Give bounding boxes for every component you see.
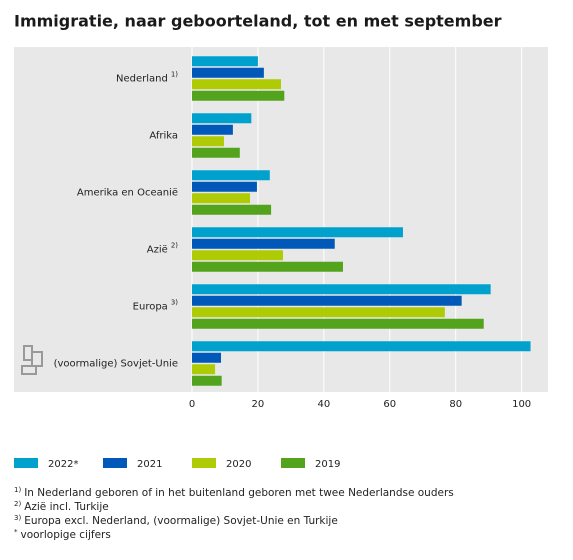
footnote-mark: 2) [14, 500, 21, 508]
legend-label: 2020 [226, 459, 251, 470]
legend-label: 2022* [48, 459, 78, 470]
footnote-text: voorlopige cijfers [21, 529, 111, 541]
bar [192, 113, 252, 124]
bar [192, 90, 285, 101]
bar [192, 170, 270, 181]
bar [192, 375, 222, 386]
x-tick-label: 40 [317, 399, 330, 410]
category: Amerika en Oceanië [77, 188, 178, 199]
category: Nederland [116, 74, 168, 85]
category: (voormalige) Sovjet-Unie [54, 359, 178, 370]
bar [192, 250, 283, 261]
x-tick-label: 0 [189, 399, 195, 410]
footnote: 1) In Nederland geboren of in het buitenl… [14, 486, 454, 499]
y-tick-label: Nederland 1) [116, 71, 178, 85]
footnote-text: In Nederland geboren of in het buitenlan… [24, 487, 454, 499]
bar [192, 147, 240, 158]
bar [192, 193, 251, 204]
footnote-mark: 3) [14, 514, 21, 522]
legend-swatch [281, 458, 305, 468]
bar [192, 204, 272, 215]
category: Azië [147, 245, 168, 256]
bar [192, 227, 403, 238]
footnote-mark: 1) [14, 486, 21, 494]
y-tick-label: Amerika en Oceanië [77, 188, 178, 199]
legend-swatch [14, 458, 38, 468]
footnote-text: Europa excl. Nederland, (voormalige) Sov… [24, 515, 338, 527]
legend-swatch [103, 458, 127, 468]
note-mark: 2) [171, 242, 178, 250]
footnote-text: Azië incl. Turkije [24, 501, 109, 513]
bar [192, 307, 445, 318]
x-tick-label: 20 [252, 399, 265, 410]
bar [192, 181, 257, 192]
bar [192, 295, 462, 306]
bar [192, 341, 531, 352]
x-tick-label: 60 [383, 399, 396, 410]
bar [192, 56, 258, 67]
footnote: 3) Europa excl. Nederland, (voormalige) S… [14, 514, 338, 527]
category: Europa [133, 302, 168, 313]
bar [192, 318, 484, 329]
bar [192, 136, 224, 147]
bar [192, 124, 233, 135]
x-tick-label: 100 [512, 399, 531, 410]
x-tick-label: 80 [449, 399, 462, 410]
plot-background [14, 47, 548, 392]
y-tick-label: Europa 3) [133, 299, 179, 313]
y-tick-label: Afrika [149, 131, 178, 142]
note-mark: 3) [171, 299, 178, 307]
footnote: 2) Azië incl. Turkije [14, 500, 109, 513]
chart-title: Immigratie, naar geboorteland, tot en me… [14, 12, 502, 31]
bar [192, 67, 264, 78]
category: Afrika [149, 131, 178, 142]
legend-label: 2021 [137, 459, 162, 470]
footnote-mark: * [14, 528, 18, 536]
y-tick-label: Azië 2) [147, 242, 178, 256]
bar [192, 238, 335, 249]
bar [192, 284, 491, 295]
legend-label: 2019 [315, 459, 340, 470]
footnote: * voorlopige cijfers [14, 528, 111, 541]
bar [192, 261, 343, 272]
bar [192, 79, 281, 90]
logo [21, 345, 43, 375]
note-mark: 1) [171, 71, 178, 79]
y-tick-label: (voormalige) Sovjet-Unie [54, 359, 178, 370]
bar [192, 364, 216, 375]
bar [192, 352, 222, 363]
legend-swatch [192, 458, 216, 468]
